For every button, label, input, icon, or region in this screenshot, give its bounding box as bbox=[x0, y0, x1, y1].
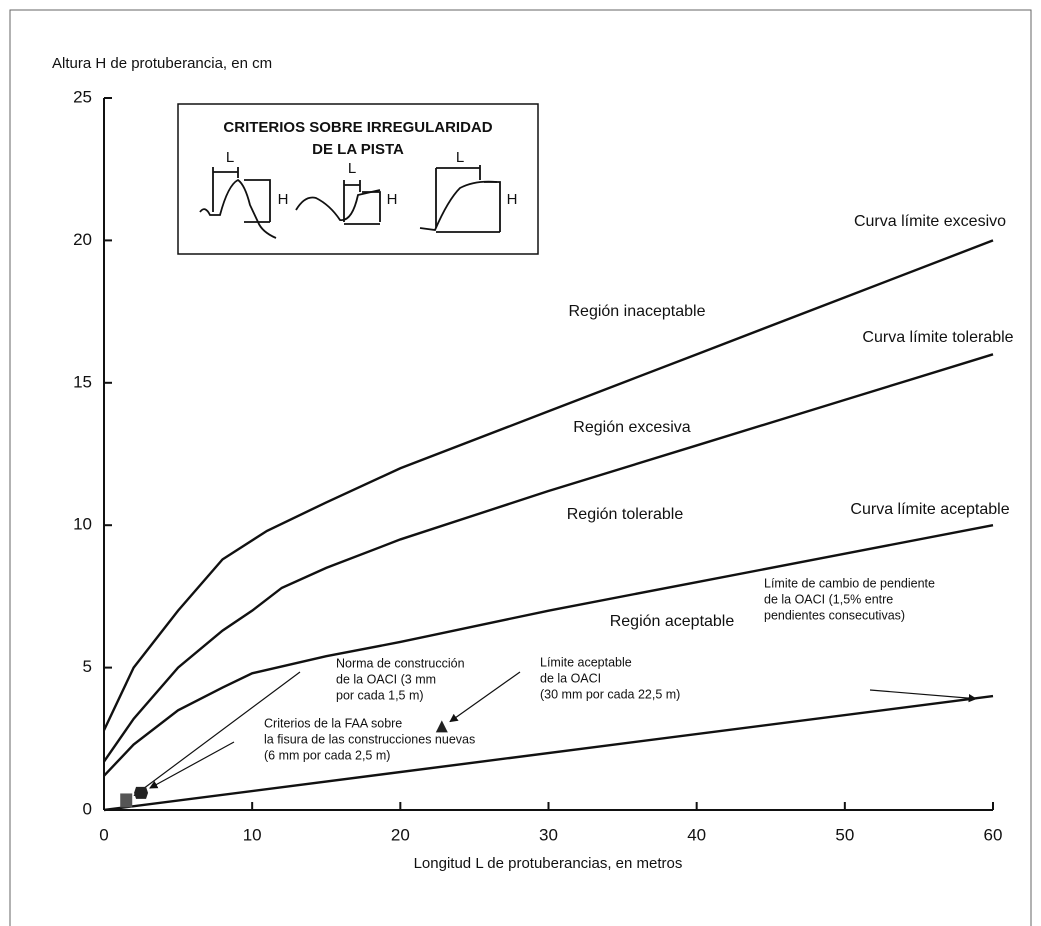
y-tick-label: 5 bbox=[83, 657, 92, 676]
legend-label: Curva límite aceptable bbox=[850, 501, 1009, 518]
inset-label: H bbox=[278, 191, 289, 208]
x-tick-label: 60 bbox=[984, 825, 1003, 844]
annotation: pendientes consecutivas) bbox=[764, 608, 905, 622]
y-tick-label: 10 bbox=[73, 515, 92, 534]
annotation: de la OACI bbox=[540, 671, 601, 685]
annotation: (6 mm por cada 2,5 m) bbox=[264, 748, 390, 762]
inset-label: L bbox=[226, 149, 234, 166]
x-tick-label: 30 bbox=[539, 825, 558, 844]
y-tick-label: 25 bbox=[73, 87, 92, 106]
marker bbox=[120, 793, 133, 808]
legend-label: Curva límite tolerable bbox=[862, 329, 1013, 346]
inset-label: L bbox=[456, 149, 464, 166]
annotation-arrow bbox=[149, 741, 235, 789]
x-tick-label: 20 bbox=[391, 825, 410, 844]
annotation: Criterios de la FAA sobre bbox=[264, 716, 402, 730]
annotation: (30 mm por cada 22,5 m) bbox=[540, 687, 680, 701]
y-tick-label: 0 bbox=[83, 799, 92, 818]
inset-label: H bbox=[507, 191, 518, 208]
region-label: Región inaceptable bbox=[569, 303, 706, 320]
region-label: Región tolerable bbox=[567, 506, 684, 523]
annotation: Límite de cambio de pendiente bbox=[764, 576, 935, 590]
annotation-arrow bbox=[133, 671, 301, 796]
curve bbox=[103, 694, 994, 812]
marker bbox=[435, 720, 448, 733]
annotation: de la OACI (1,5% entre bbox=[764, 592, 893, 606]
x-tick-label: 40 bbox=[687, 825, 706, 844]
y-tick-label: 20 bbox=[73, 230, 92, 249]
frame bbox=[9, 9, 1032, 926]
y-tick-label: 15 bbox=[73, 372, 92, 391]
annotation: de la OACI (3 mm bbox=[336, 672, 436, 686]
inset-label: H bbox=[387, 191, 398, 208]
x-tick-label: 10 bbox=[243, 825, 262, 844]
inset-sketches bbox=[199, 165, 501, 239]
x-tick-label: 50 bbox=[835, 825, 854, 844]
inset-title: CRITERIOS SOBRE IRREGULARIDAD bbox=[223, 119, 492, 136]
curve bbox=[102, 239, 994, 731]
inset: CRITERIOS SOBRE IRREGULARIDAD DE LA PIST… bbox=[177, 103, 539, 255]
x-tick-label: 0 bbox=[99, 825, 108, 844]
annotation-arrow bbox=[869, 689, 978, 703]
x-axis-label: Longitud L de protuberancias, en metros bbox=[414, 855, 683, 872]
region-label: Región excesiva bbox=[573, 419, 691, 436]
annotation: Límite aceptable bbox=[540, 655, 632, 669]
y-axis-label: Altura H de protuberancia, en cm bbox=[52, 55, 272, 72]
curve bbox=[103, 524, 994, 777]
curve bbox=[103, 353, 994, 763]
legend-label: Curva límite excesivo bbox=[854, 213, 1006, 230]
annotation-arrow bbox=[449, 671, 521, 723]
annotation: Norma de construcción bbox=[336, 656, 465, 670]
annotation: por cada 1,5 m) bbox=[336, 688, 424, 702]
inset-label: L bbox=[348, 160, 356, 177]
region-label: Región aceptable bbox=[610, 613, 735, 630]
inset-title: DE LA PISTA bbox=[312, 141, 404, 158]
marker bbox=[134, 786, 149, 799]
annotation: la fisura de las construcciones nuevas bbox=[264, 732, 475, 746]
